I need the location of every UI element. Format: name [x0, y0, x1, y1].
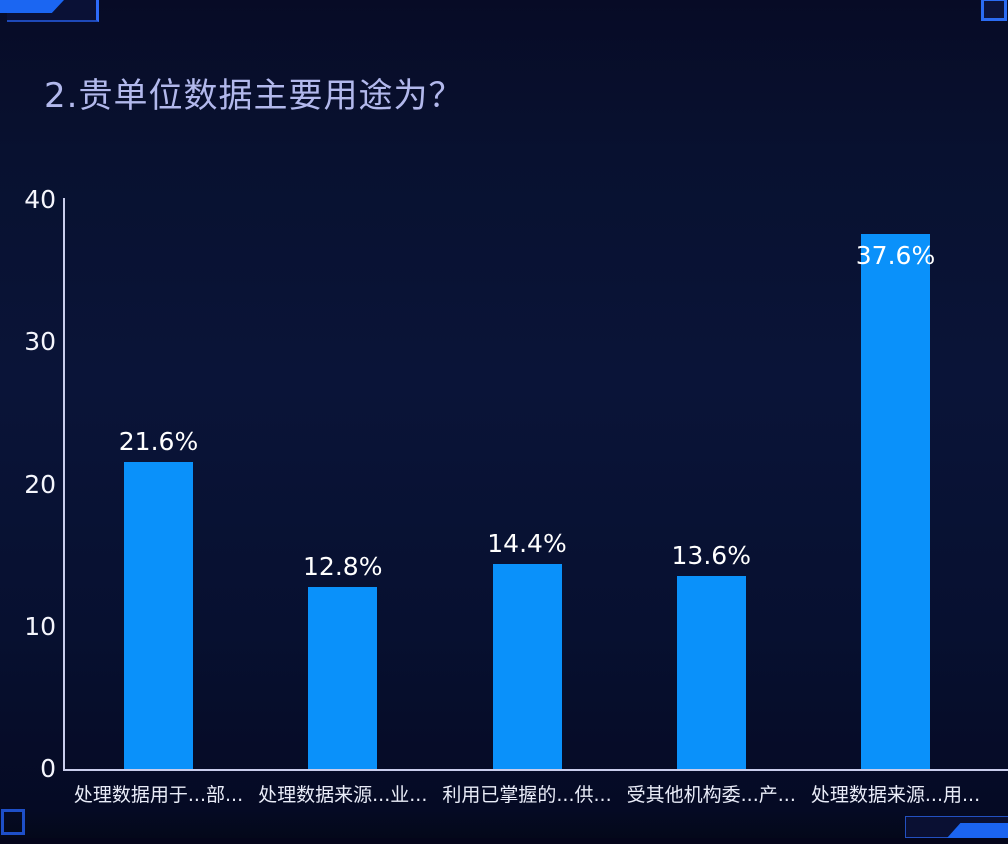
bar-value-label: 14.4% — [487, 529, 567, 559]
decor-bottom-left-square — [1, 809, 25, 835]
x-category-label: 处理数据来源...用... — [810, 784, 981, 806]
chart-title: 2.贵单位数据主要用途为？ — [44, 76, 464, 116]
decor-bottom-strip — [0, 838, 1008, 844]
decor-top-left-blue-shape — [0, 0, 64, 13]
bar-value-label: 13.6% — [671, 540, 751, 570]
bar — [861, 234, 930, 769]
x-category-label: 受其他机构委...产... — [626, 784, 796, 806]
x-category-label: 利用已掌握的...供... — [442, 784, 612, 806]
x-axis-line — [63, 769, 1008, 771]
x-category-label: 处理数据来源...业... — [258, 784, 428, 806]
y-tick-label: 20 — [24, 469, 56, 499]
bar — [676, 575, 746, 769]
y-axis-line — [63, 198, 65, 770]
bar-value-label: 37.6% — [855, 241, 936, 271]
x-category-label: 处理数据用于...部... — [73, 784, 244, 806]
bar-value-label: 21.6% — [118, 426, 199, 456]
y-tick-label: 0 — [40, 754, 56, 783]
y-tick-label: 10 — [24, 611, 56, 641]
bar — [492, 564, 562, 769]
decor-top-right-square — [981, 0, 1007, 21]
y-tick-label: 30 — [24, 327, 56, 357]
bar — [308, 586, 378, 769]
y-tick-label: 40 — [24, 185, 56, 214]
bar — [124, 461, 193, 769]
decor-bottom-right-blue-shape — [947, 823, 1008, 838]
bar-value-label: 12.8% — [303, 551, 383, 581]
